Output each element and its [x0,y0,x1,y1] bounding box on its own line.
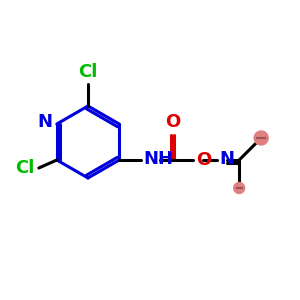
Text: N: N [38,113,53,131]
Text: O: O [165,113,180,131]
Text: NH: NH [143,150,173,168]
Circle shape [234,182,245,194]
Text: O: O [196,151,212,169]
Text: Cl: Cl [78,63,98,81]
Text: N: N [219,150,234,168]
Circle shape [254,131,268,145]
Text: Cl: Cl [15,159,35,177]
